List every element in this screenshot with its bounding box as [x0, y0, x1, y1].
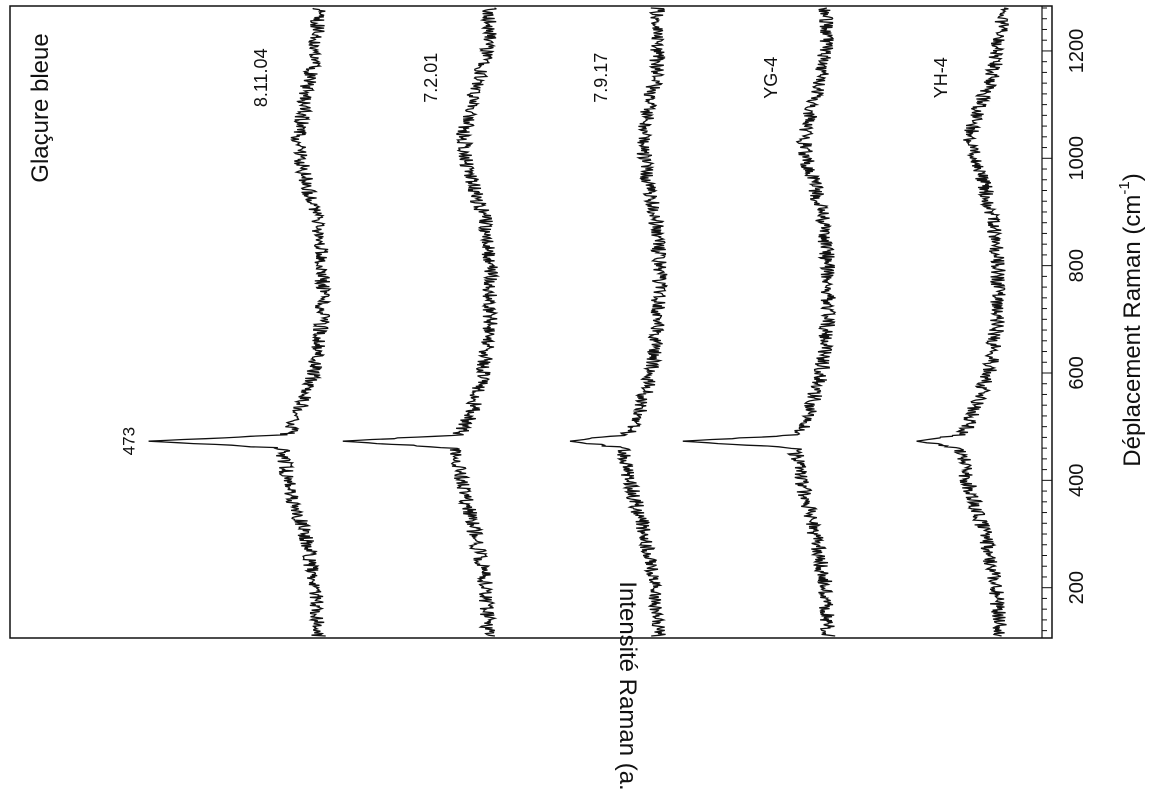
x-tick-label: 800 — [1066, 249, 1088, 282]
x-axis-ticks — [1042, 7, 1052, 632]
series-label: 7.2.01 — [421, 53, 441, 103]
x-tick-label: 1200 — [1066, 29, 1088, 74]
x-axis-label-close: ) — [1119, 173, 1146, 181]
spectra-lines — [148, 7, 1009, 637]
y-axis-label: Intensité Raman (a.u.) — [614, 581, 641, 789]
series-label: YH-4 — [931, 57, 951, 98]
x-tick-label: 1000 — [1066, 136, 1088, 181]
series-label: YG-4 — [761, 57, 781, 99]
spectrum-line-7-9-17 — [569, 7, 668, 637]
spectrum-line-yg-4 — [682, 7, 837, 637]
peak-label-473: 473 — [120, 427, 139, 455]
x-tick-label: 400 — [1066, 464, 1088, 497]
plot-frame — [9, 5, 1053, 639]
spectrum-line-8-11-04 — [148, 7, 332, 637]
x-axis-label-sup: -1 — [1116, 181, 1133, 194]
x-axis-label: Déplacement Raman (cm-1) — [1116, 173, 1146, 466]
series-labels: 8.11.04 7.2.01 7.9.17 YG-4 YH-4 — [251, 48, 951, 107]
spectrum-line-yh-4 — [916, 7, 1009, 637]
x-tick-label: 200 — [1066, 571, 1088, 604]
x-axis-label-text: Déplacement Raman (cm — [1119, 195, 1146, 467]
x-tick-label: 600 — [1066, 356, 1088, 389]
series-label: 8.11.04 — [251, 48, 271, 107]
spectrum-line-7-2-01 — [342, 7, 501, 637]
chart-title: Glaçure bleue — [27, 33, 54, 182]
x-axis-tick-labels: 200 400 600 800 1000 1200 — [1066, 29, 1088, 605]
series-label: 7.9.17 — [591, 53, 611, 103]
